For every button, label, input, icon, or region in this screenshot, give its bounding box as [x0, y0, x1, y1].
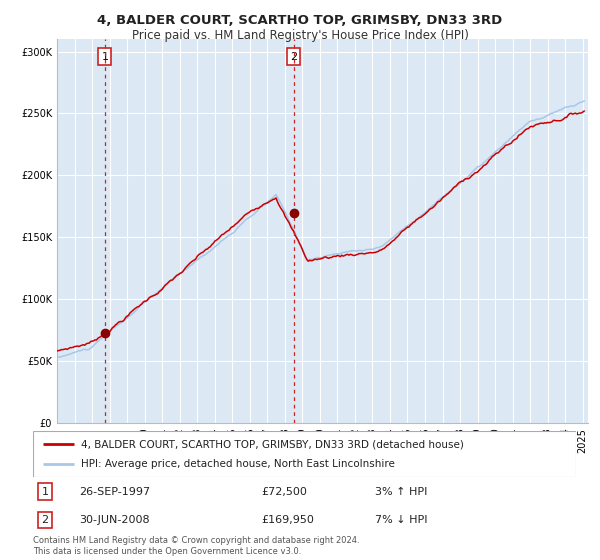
- Text: HPI: Average price, detached house, North East Lincolnshire: HPI: Average price, detached house, Nort…: [81, 459, 395, 469]
- Text: 7% ↓ HPI: 7% ↓ HPI: [375, 515, 428, 525]
- Text: 4, BALDER COURT, SCARTHO TOP, GRIMSBY, DN33 3RD (detached house): 4, BALDER COURT, SCARTHO TOP, GRIMSBY, D…: [81, 439, 464, 449]
- Text: 1: 1: [41, 487, 49, 497]
- Text: £72,500: £72,500: [261, 487, 307, 497]
- Text: 1: 1: [101, 52, 109, 62]
- Text: Price paid vs. HM Land Registry's House Price Index (HPI): Price paid vs. HM Land Registry's House …: [131, 29, 469, 42]
- Text: Contains HM Land Registry data © Crown copyright and database right 2024.
This d: Contains HM Land Registry data © Crown c…: [33, 536, 359, 556]
- Text: 26-SEP-1997: 26-SEP-1997: [79, 487, 150, 497]
- Text: 30-JUN-2008: 30-JUN-2008: [79, 515, 150, 525]
- Text: 2: 2: [41, 515, 49, 525]
- Text: 2: 2: [290, 52, 297, 62]
- Text: 3% ↑ HPI: 3% ↑ HPI: [375, 487, 427, 497]
- Text: 4, BALDER COURT, SCARTHO TOP, GRIMSBY, DN33 3RD: 4, BALDER COURT, SCARTHO TOP, GRIMSBY, D…: [97, 14, 503, 27]
- Text: £169,950: £169,950: [261, 515, 314, 525]
- FancyBboxPatch shape: [33, 431, 576, 477]
